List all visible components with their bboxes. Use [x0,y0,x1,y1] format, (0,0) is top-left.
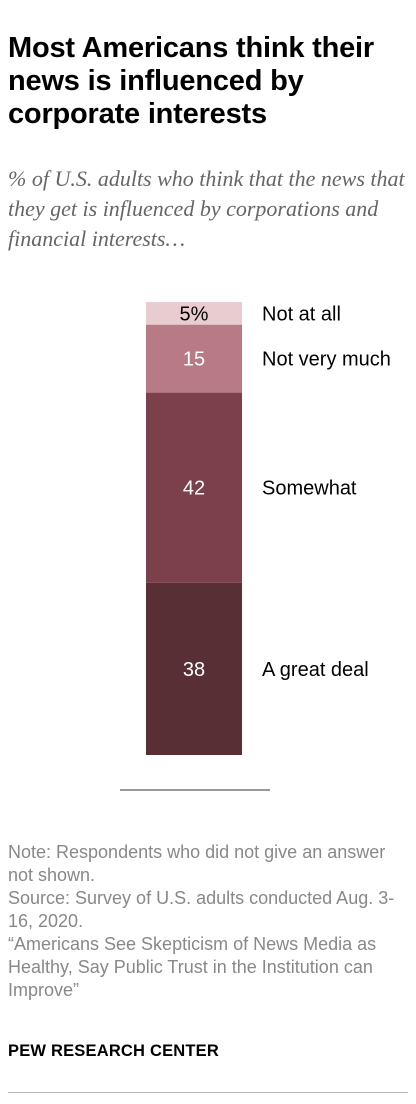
data-label-somewhat: 42 [183,478,205,500]
category-label-not-at-all: Not at all [262,303,341,325]
bar-segment-not-very-much [146,324,242,393]
bar-segment-somewhat [146,392,242,583]
brand-name: PEW RESEARCH CENTER [8,1042,219,1060]
stacked-bar-chart: 38 A great deal 42 Somewhat 15 Not very much 5… [120,302,391,791]
category-label-not-very-much: Not very much [262,349,391,371]
report-title-text: “Americans See Skepticism of News Media … [8,934,377,1000]
bottom-divider [8,1092,408,1093]
source-text: Source: Survey of U.S. adults conducted … [8,888,395,931]
stacked-bar: 38 A great deal 42 Somewhat 15 Not very much 5… [146,302,391,755]
chart-title: Most Americans think their news is influ… [8,32,374,130]
data-label-a-great-deal: 38 [183,659,205,681]
note-text: Note: Respondents who did not give an an… [8,842,386,885]
category-label-somewhat: Somewhat [262,478,357,500]
category-label-a-great-deal: A great deal [262,659,369,681]
data-label-not-at-all: 5% [180,303,209,325]
data-label-not-very-much: 15 [183,349,205,371]
bar-segment-not-at-all [146,302,242,325]
chart-footer: Note: Respondents who did not give an an… [8,841,408,1002]
bar-segment-a-great-deal [146,582,242,755]
chart-subtitle: % of U.S. adults who think that the news… [8,166,405,251]
